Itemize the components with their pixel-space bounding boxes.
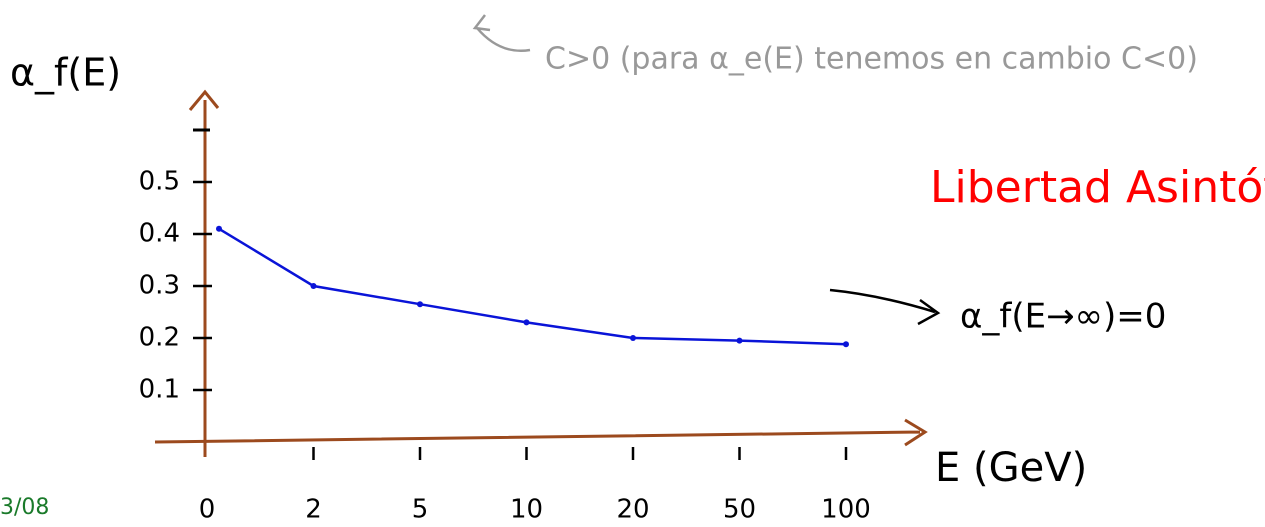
y-tick-label: 0.1: [139, 375, 180, 405]
chart: α_f(E) E (GeV) C>0 (para α_e(E) tenemos …: [0, 0, 1265, 527]
x-axis-label: E (GeV): [935, 445, 1087, 491]
note-arrow: [475, 15, 530, 51]
x-tick-label: 20: [616, 495, 649, 525]
x-tick-label: 100: [821, 495, 871, 525]
x-tick-label: 0: [199, 495, 216, 525]
x-tick-label: 50: [723, 495, 756, 525]
y-tick-label: 0.3: [139, 271, 180, 301]
x-tick-label: 5: [412, 495, 429, 525]
data-point: [311, 283, 317, 289]
y-axis: [190, 92, 218, 457]
data-point: [843, 341, 849, 347]
x-tick-label: 10: [510, 495, 543, 525]
y-tick-label: 0.4: [139, 219, 180, 249]
y-tick-label: 0.2: [139, 323, 180, 353]
limit-arrow: [830, 290, 938, 324]
x-tick-label: 2: [305, 495, 322, 525]
data-point: [630, 335, 636, 341]
note: C>0 (para α_e(E) tenemos en cambio C<0): [545, 42, 1198, 77]
x-axis: [155, 420, 925, 445]
y-axis-label: α_f(E): [10, 51, 121, 95]
limit: α_f(E→∞)=0: [960, 297, 1166, 337]
red-title: Libertad Asintótica: [930, 162, 1265, 213]
date: 3/08: [0, 495, 49, 520]
data-point: [737, 338, 743, 344]
y-tick-label: 0.5: [139, 167, 180, 197]
data-point: [216, 226, 222, 232]
data-point: [524, 319, 530, 325]
data-point: [417, 301, 423, 307]
